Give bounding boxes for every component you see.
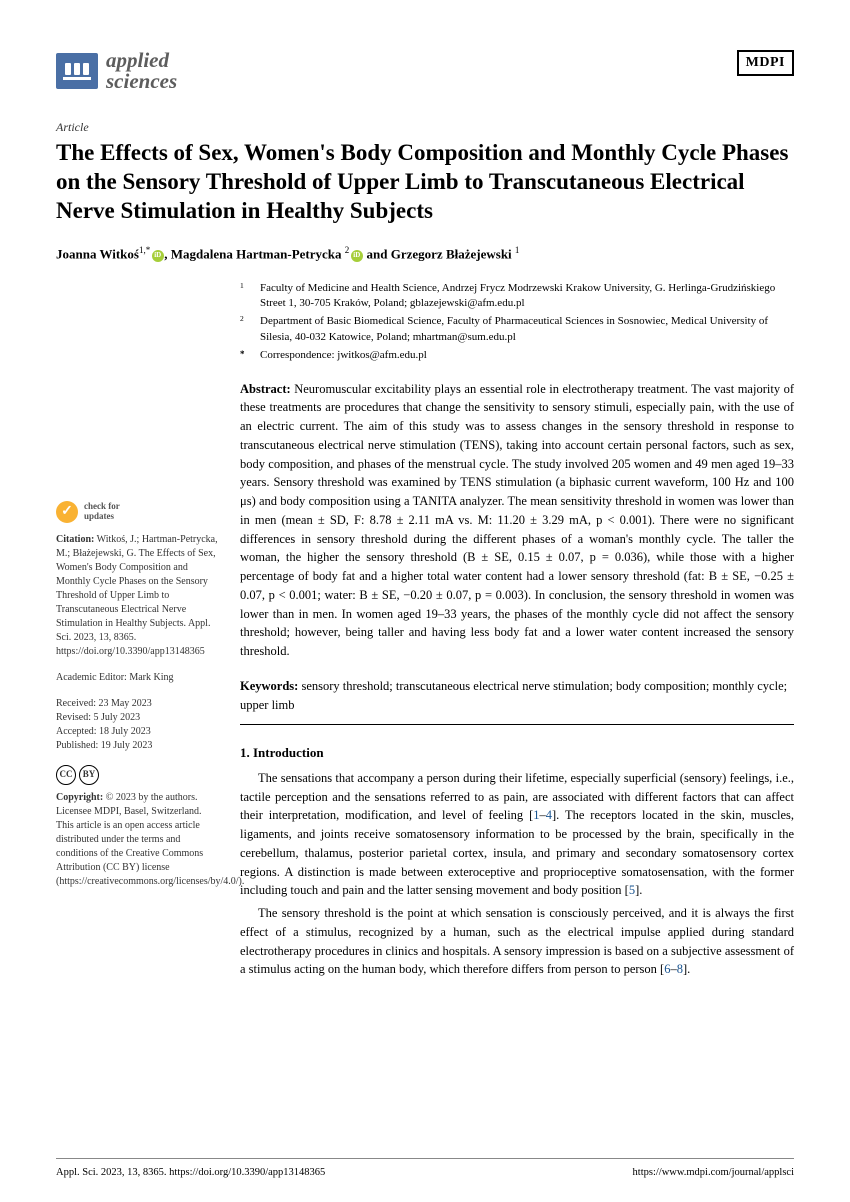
affil-marker-corr: *	[240, 348, 250, 363]
citation-label: Citation:	[56, 534, 94, 545]
authors: Joanna Witkoś1,*, Magdalena Hartman-Petr…	[56, 245, 794, 262]
footer-right[interactable]: https://www.mdpi.com/journal/applsci	[633, 1167, 794, 1178]
author-2: Magdalena Hartman-Petrycka	[171, 247, 342, 262]
journal-name: applied sciences	[106, 50, 177, 92]
copyright-block: Copyright: © 2023 by the authors. Licens…	[56, 791, 220, 889]
journal-name-line1: applied	[106, 50, 177, 71]
footer-left: Appl. Sci. 2023, 13, 8365. https://doi.o…	[56, 1167, 325, 1178]
and: and	[363, 247, 390, 262]
check-for-updates[interactable]: ✓ check for updates	[56, 501, 220, 523]
date-published: Published: 19 July 2023	[56, 739, 220, 753]
abstract-text: Neuromuscular excitability plays an esse…	[240, 382, 794, 659]
abstract-label: Abstract:	[240, 382, 291, 396]
date-received: Received: 23 May 2023	[56, 697, 220, 711]
journal-icon	[56, 53, 98, 89]
page: applied sciences MDPI Article The Effect…	[0, 0, 850, 1202]
main-column: 1 Faculty of Medicine and Health Science,…	[240, 281, 794, 983]
divider	[240, 724, 794, 725]
by-icon: BY	[79, 765, 99, 785]
citation-block: Citation: Witkoś, J.; Hartman-Petrycka, …	[56, 533, 220, 659]
intro-para-1: The sensations that accompany a person d…	[240, 769, 794, 900]
footer: Appl. Sci. 2023, 13, 8365. https://doi.o…	[56, 1158, 794, 1178]
p1c: ].	[635, 883, 642, 897]
author-3: Grzegorz Błażejewski	[391, 247, 512, 262]
cc-license-badge[interactable]: CC BY	[56, 765, 220, 785]
journal-logo: applied sciences	[56, 50, 177, 92]
cc-icon: CC	[56, 765, 76, 785]
affiliations: 1 Faculty of Medicine and Health Science,…	[240, 281, 794, 364]
p2b: ].	[683, 962, 690, 976]
journal-name-line2: sciences	[106, 71, 177, 92]
orcid-icon[interactable]	[351, 250, 363, 262]
keywords: Keywords: sensory threshold; transcutane…	[240, 677, 794, 715]
affil-marker-2: 2	[240, 314, 250, 345]
sidebar: ✓ check for updates Citation: Witkoś, J.…	[56, 281, 220, 983]
keywords-label: Keywords:	[240, 679, 298, 693]
two-column-layout: ✓ check for updates Citation: Witkoś, J.…	[56, 281, 794, 983]
p2a: The sensory threshold is the point at wh…	[240, 906, 794, 976]
date-revised: Revised: 5 July 2023	[56, 711, 220, 725]
author-1-ast: *	[146, 245, 151, 255]
affil-corr: Correspondence: jwitkos@afm.edu.pl	[260, 348, 427, 363]
check-line2: updates	[84, 512, 120, 522]
check-text: check for updates	[84, 502, 120, 522]
orcid-icon[interactable]	[152, 250, 164, 262]
copyright-label: Copyright:	[56, 792, 103, 803]
copyright-text: © 2023 by the authors. Licensee MDPI, Ba…	[56, 792, 244, 887]
article-title: The Effects of Sex, Women's Body Composi…	[56, 139, 794, 225]
editor-block: Academic Editor: Mark King	[56, 671, 220, 685]
abstract: Abstract: Neuromuscular excitability pla…	[240, 380, 794, 661]
intro-para-2: The sensory threshold is the point at wh…	[240, 904, 794, 979]
dates-block: Received: 23 May 2023 Revised: 5 July 20…	[56, 697, 220, 753]
editor-name: Mark King	[129, 672, 173, 683]
author-1: Joanna Witkoś	[56, 247, 139, 262]
check-icon: ✓	[56, 501, 78, 523]
header: applied sciences MDPI	[56, 50, 794, 92]
author-2-sup: 2	[345, 245, 350, 255]
keywords-text: sensory threshold; transcutaneous electr…	[240, 679, 787, 712]
affil-marker-1: 1	[240, 281, 250, 312]
affil-1: Faculty of Medicine and Health Science, …	[260, 281, 794, 312]
editor-label: Academic Editor:	[56, 672, 129, 683]
publisher-logo: MDPI	[737, 50, 794, 76]
date-accepted: Accepted: 18 July 2023	[56, 725, 220, 739]
citation-text: Witkoś, J.; Hartman-Petrycka, M.; Błażej…	[56, 534, 218, 657]
article-type: Article	[56, 120, 794, 135]
affil-2: Department of Basic Biomedical Science, …	[260, 314, 794, 345]
author-3-sup: 1	[515, 245, 520, 255]
author-1-sup: 1,	[139, 245, 146, 255]
section-heading-intro: 1. Introduction	[240, 743, 794, 763]
